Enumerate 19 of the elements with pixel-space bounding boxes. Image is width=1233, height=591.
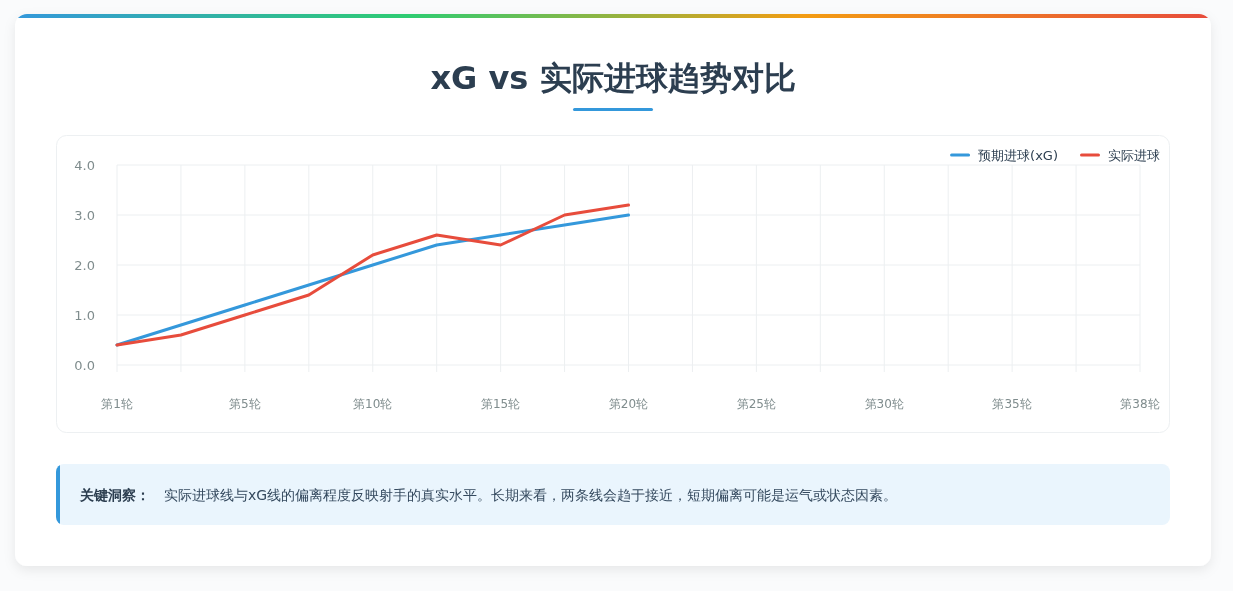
x-tick-label: 第15轮 (480, 397, 521, 411)
legend-label: 预期进球(xG) (978, 147, 1059, 163)
y-tick-label: 1.0 (74, 307, 95, 323)
y-tick-label: 0.0 (74, 357, 95, 373)
text: 实际进球线与xG线的偏离程度反映射手的真实水平。长期来看，两条线会趋于接近，短期偏离可能是运气或状态因素。 (164, 487, 898, 503)
x-tick-label: 第10轮 (353, 397, 393, 411)
x-tick-label: 第5轮 (229, 397, 261, 411)
x-tick-label: 第20轮 (608, 397, 649, 411)
x-tick-label: 第38轮 (1120, 397, 1160, 411)
y-tick-label: 3.0 (74, 207, 95, 223)
y-tick-label: 4.0 (74, 157, 95, 173)
x-tick-label: 第25轮 (736, 397, 777, 411)
y-tick-label: 2.0 (74, 257, 95, 273)
text: 关键洞察： (79, 487, 150, 503)
x-tick-label: 第1轮 (101, 397, 133, 411)
x-tick-label: 第35轮 (992, 397, 1032, 411)
legend-label: 实际进球 (1108, 147, 1160, 163)
x-tick-label: 第30轮 (864, 397, 904, 411)
chart-title: xG vs 实际进球趋势对比 (430, 59, 796, 97)
